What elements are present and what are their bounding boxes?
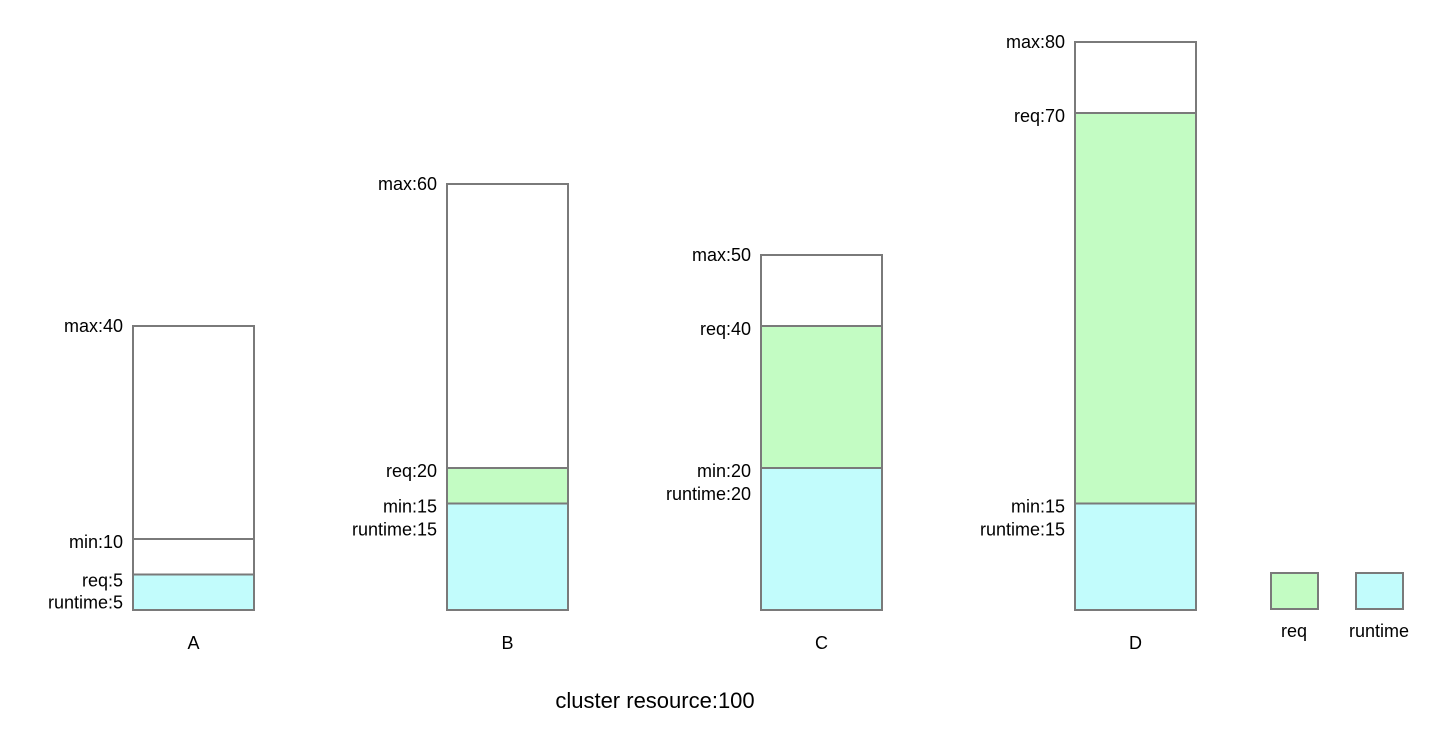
queue-b-runtime-segment <box>446 502 569 611</box>
queue-d-req-segment <box>1074 112 1197 505</box>
queue-a-req-label: req:5 <box>82 571 123 591</box>
queue-b-runtime-label: runtime:15 <box>352 520 437 540</box>
queue-c-min-label: min:20 <box>697 461 751 481</box>
legend: req runtime <box>1270 572 1409 641</box>
queue-a-max-label: max:40 <box>64 316 123 336</box>
queue-b-req-segment <box>446 467 569 505</box>
legend-req-swatch <box>1270 572 1319 610</box>
queue-c-category-label: C <box>815 633 828 653</box>
queue-d-runtime-label: runtime:15 <box>980 520 1065 540</box>
queue-c-max-label: max:50 <box>692 245 751 265</box>
queue-a-max-frame <box>132 325 255 611</box>
queue-a-category-label: A <box>187 633 199 653</box>
queue-a-runtime-label: runtime:5 <box>48 593 123 613</box>
queue-a-min-label: min:10 <box>69 532 123 552</box>
queue-d-req-label: req:70 <box>1014 106 1065 126</box>
queue-b-req-label: req:20 <box>386 461 437 481</box>
queue-c-req-segment <box>760 325 883 469</box>
legend-runtime-label: runtime <box>1349 621 1409 641</box>
queue-a-runtime-segment <box>132 573 255 611</box>
legend-runtime-swatch <box>1355 572 1404 610</box>
queue-c-req-label: req:40 <box>700 319 751 339</box>
queue-b-max-label: max:60 <box>378 174 437 194</box>
queue-d-min-label: min:15 <box>1011 497 1065 517</box>
queue-d-category-label: D <box>1129 633 1142 653</box>
cluster-resource-caption: cluster resource:100 <box>555 688 754 713</box>
queue-b-category-label: B <box>501 633 513 653</box>
queue-c-runtime-segment <box>760 467 883 611</box>
queue-c-runtime-label: runtime:20 <box>666 484 751 504</box>
legend-req-label: req <box>1281 621 1307 641</box>
queue-b-min-label: min:15 <box>383 497 437 517</box>
queue-d-max-label: max:80 <box>1006 32 1065 52</box>
queue-d-runtime-segment <box>1074 502 1197 611</box>
